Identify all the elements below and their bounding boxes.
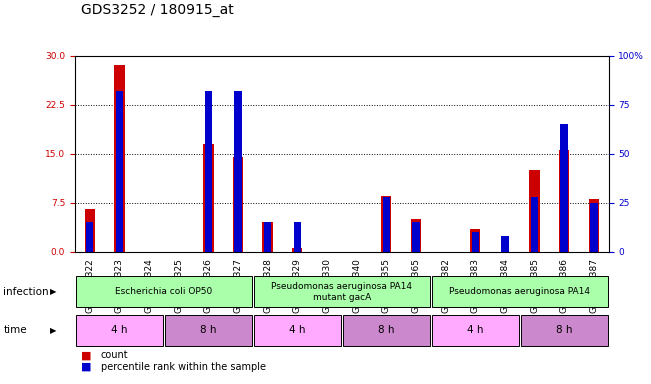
- Text: 8 h: 8 h: [556, 325, 572, 335]
- Bar: [501, 236, 508, 252]
- Bar: [521, 315, 608, 346]
- Text: 8 h: 8 h: [200, 325, 217, 335]
- Bar: [86, 222, 93, 252]
- Bar: [76, 315, 163, 346]
- Bar: [383, 197, 390, 252]
- Bar: [559, 151, 570, 252]
- Bar: [471, 232, 479, 252]
- Text: count: count: [101, 350, 128, 360]
- Text: ▶: ▶: [50, 326, 57, 335]
- Bar: [529, 170, 540, 252]
- Bar: [432, 276, 608, 307]
- Text: 4 h: 4 h: [111, 325, 128, 335]
- Text: GDS3252 / 180915_at: GDS3252 / 180915_at: [81, 3, 234, 17]
- Bar: [561, 124, 568, 252]
- Text: infection: infection: [3, 287, 49, 297]
- Bar: [114, 65, 124, 252]
- Bar: [470, 229, 480, 252]
- Bar: [204, 91, 212, 252]
- Bar: [85, 209, 95, 252]
- Bar: [381, 196, 391, 252]
- Bar: [589, 199, 599, 252]
- Text: 8 h: 8 h: [378, 325, 395, 335]
- Text: Escherichia coli OP50: Escherichia coli OP50: [115, 287, 212, 296]
- Bar: [294, 222, 301, 252]
- Bar: [531, 197, 538, 252]
- Text: ■: ■: [81, 362, 92, 372]
- Text: Pseudomonas aeruginosa PA14
mutant gacA: Pseudomonas aeruginosa PA14 mutant gacA: [271, 282, 412, 301]
- Text: percentile rank within the sample: percentile rank within the sample: [101, 362, 266, 372]
- Bar: [233, 157, 243, 252]
- Text: 4 h: 4 h: [467, 325, 484, 335]
- Text: ▶: ▶: [50, 287, 57, 296]
- Bar: [264, 222, 271, 252]
- Text: time: time: [3, 325, 27, 335]
- Bar: [116, 91, 123, 252]
- Bar: [292, 248, 303, 252]
- Text: ■: ■: [81, 350, 92, 360]
- Text: Pseudomonas aeruginosa PA14: Pseudomonas aeruginosa PA14: [449, 287, 590, 296]
- Bar: [254, 276, 430, 307]
- Bar: [165, 315, 252, 346]
- Bar: [254, 315, 341, 346]
- Bar: [262, 222, 273, 252]
- Bar: [412, 222, 420, 252]
- Bar: [203, 144, 214, 252]
- Bar: [590, 203, 598, 252]
- Bar: [76, 276, 252, 307]
- Text: 4 h: 4 h: [289, 325, 305, 335]
- Bar: [342, 315, 430, 346]
- Bar: [234, 91, 242, 252]
- Bar: [411, 219, 421, 252]
- Bar: [432, 315, 519, 346]
